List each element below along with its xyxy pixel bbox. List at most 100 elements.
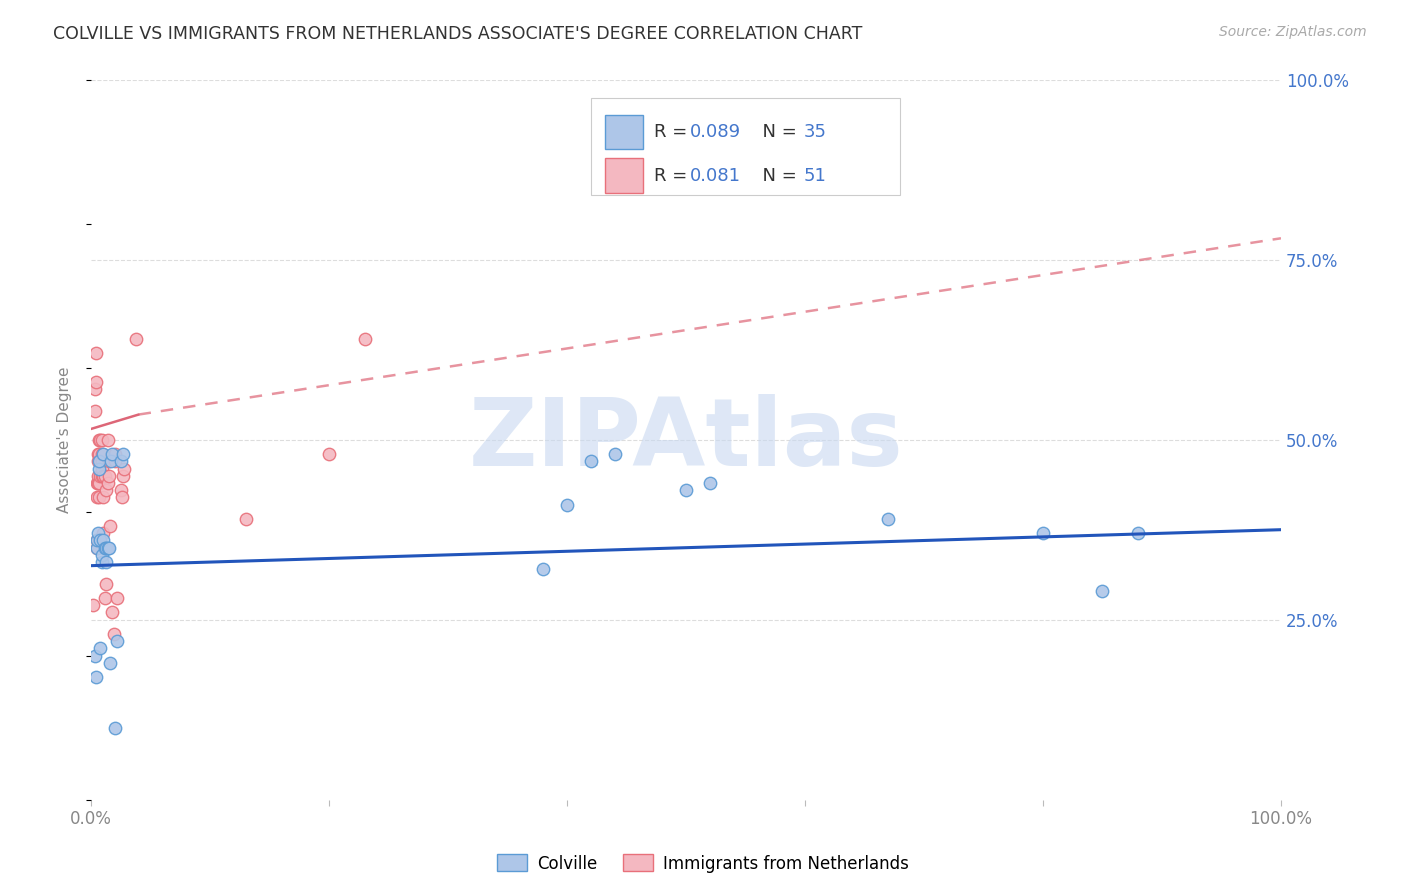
Point	[87, 454, 110, 468]
Point	[97, 541, 120, 555]
Text: 0.089: 0.089	[689, 123, 741, 141]
Point	[699, 475, 721, 490]
Point	[91, 468, 114, 483]
Point	[110, 483, 132, 497]
Point	[94, 468, 117, 483]
Text: ZIPAtlas: ZIPAtlas	[468, 393, 903, 486]
Text: 35: 35	[804, 123, 827, 141]
Point	[98, 656, 121, 670]
Text: COLVILLE VS IMMIGRANTS FROM NETHERLANDS ASSOCIATE'S DEGREE CORRELATION CHART: COLVILLE VS IMMIGRANTS FROM NETHERLANDS …	[53, 25, 863, 43]
Point	[86, 491, 108, 505]
Text: Source: ZipAtlas.com: Source: ZipAtlas.com	[1219, 25, 1367, 39]
Point	[89, 433, 111, 447]
Point	[87, 475, 110, 490]
Point	[531, 562, 554, 576]
Point	[353, 332, 375, 346]
Point	[90, 555, 112, 569]
Point	[86, 533, 108, 548]
Point	[98, 519, 121, 533]
Point	[104, 447, 127, 461]
Text: R =: R =	[654, 123, 693, 141]
Point	[1091, 583, 1114, 598]
Point	[84, 670, 107, 684]
Point	[89, 454, 111, 468]
Point	[96, 541, 118, 555]
Point	[90, 433, 112, 447]
Point	[105, 591, 128, 605]
Point	[94, 591, 117, 605]
Point	[89, 533, 111, 548]
FancyBboxPatch shape	[591, 98, 900, 195]
Point	[105, 634, 128, 648]
Point	[104, 454, 127, 468]
Point	[97, 433, 120, 447]
Point	[101, 606, 124, 620]
FancyBboxPatch shape	[605, 159, 643, 193]
Point	[1032, 526, 1054, 541]
Point	[90, 447, 112, 461]
Text: R =: R =	[654, 167, 693, 185]
Point	[579, 454, 602, 468]
Point	[112, 468, 135, 483]
Point	[83, 648, 105, 663]
Point	[89, 468, 111, 483]
Point	[235, 512, 257, 526]
Point	[89, 641, 111, 656]
Point	[91, 533, 114, 548]
Point	[97, 475, 120, 490]
Point	[89, 447, 111, 461]
Point	[86, 541, 108, 555]
Text: 51: 51	[804, 167, 827, 185]
Point	[91, 447, 114, 461]
Point	[89, 433, 111, 447]
Point	[97, 454, 120, 468]
Point	[111, 491, 134, 505]
Point	[82, 599, 104, 613]
Point	[96, 555, 118, 569]
Point	[103, 627, 125, 641]
Point	[87, 526, 110, 541]
Point	[101, 447, 124, 461]
Point	[96, 576, 118, 591]
Point	[96, 483, 118, 497]
Point	[94, 541, 117, 555]
Point	[877, 512, 900, 526]
Point	[83, 383, 105, 397]
Point	[90, 454, 112, 468]
Point	[555, 498, 578, 512]
Point	[89, 461, 111, 475]
Text: N =: N =	[751, 167, 803, 185]
Point	[83, 404, 105, 418]
Text: 0.081: 0.081	[689, 167, 741, 185]
Y-axis label: Associate's Degree: Associate's Degree	[58, 367, 72, 513]
Point	[91, 491, 114, 505]
Legend: Colville, Immigrants from Netherlands: Colville, Immigrants from Netherlands	[491, 847, 915, 880]
Point	[97, 541, 120, 555]
Point	[675, 483, 697, 497]
Point	[86, 475, 108, 490]
Point	[86, 541, 108, 555]
Point	[603, 447, 626, 461]
Point	[100, 454, 122, 468]
Point	[89, 475, 111, 490]
Point	[86, 533, 108, 548]
Point	[84, 346, 107, 360]
Point	[89, 454, 111, 468]
Point	[89, 491, 111, 505]
Point	[318, 447, 340, 461]
Point	[110, 454, 132, 468]
Point	[91, 526, 114, 541]
Point	[112, 461, 135, 475]
Point	[125, 332, 148, 346]
Point	[84, 375, 107, 389]
Text: N =: N =	[751, 123, 803, 141]
Point	[104, 721, 127, 735]
Point	[112, 447, 135, 461]
Point	[87, 447, 110, 461]
Point	[87, 468, 110, 483]
Point	[97, 468, 120, 483]
FancyBboxPatch shape	[605, 115, 643, 149]
Point	[89, 533, 111, 548]
Point	[90, 461, 112, 475]
Point	[90, 468, 112, 483]
